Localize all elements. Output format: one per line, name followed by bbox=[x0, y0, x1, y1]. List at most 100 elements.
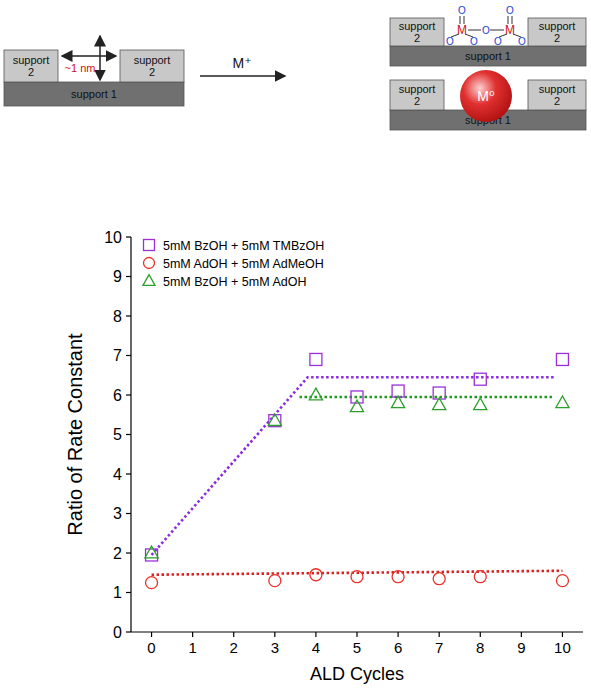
bond bbox=[468, 30, 481, 31]
y-tick bbox=[126, 394, 131, 395]
x-tick bbox=[274, 632, 275, 637]
circle-marker bbox=[144, 258, 155, 269]
x-tick-label: 7 bbox=[435, 639, 443, 656]
y-tick-label: 4 bbox=[113, 466, 122, 483]
circle-marker bbox=[474, 571, 486, 583]
y-tick bbox=[126, 434, 131, 435]
x-tick bbox=[315, 632, 316, 637]
label-line: support bbox=[539, 83, 576, 95]
square-marker bbox=[144, 240, 155, 251]
square-marker bbox=[146, 549, 158, 561]
y-tick-label: 2 bbox=[113, 545, 122, 562]
oxygen-label: O bbox=[446, 36, 454, 47]
x-tick-label: 8 bbox=[476, 639, 484, 656]
x-tick bbox=[397, 632, 398, 637]
height-arrow bbox=[99, 36, 101, 80]
square-marker bbox=[269, 415, 281, 427]
x-tick-label: 1 bbox=[188, 639, 196, 656]
x-tick bbox=[480, 632, 481, 637]
trend-line bbox=[299, 396, 554, 399]
x-tick bbox=[192, 632, 193, 637]
x-tick-label: 10 bbox=[554, 639, 571, 656]
triangle-marker bbox=[268, 414, 281, 426]
plot-area bbox=[145, 353, 569, 588]
trend-line bbox=[152, 571, 563, 575]
x-tick bbox=[356, 632, 357, 637]
oxygen-label: O bbox=[518, 36, 526, 47]
oxygen-label: O bbox=[470, 36, 478, 47]
x-tick-label: 2 bbox=[230, 639, 238, 656]
support-1 bbox=[4, 82, 184, 106]
x-tick bbox=[521, 632, 522, 637]
triangle-marker bbox=[433, 398, 446, 410]
square-marker bbox=[556, 353, 568, 365]
support-2 bbox=[390, 18, 444, 46]
circle-marker bbox=[433, 573, 445, 585]
metal-particle bbox=[460, 70, 512, 122]
y-tick-label: 10 bbox=[104, 229, 122, 246]
support-2-label: support2 bbox=[399, 20, 436, 44]
x-tick bbox=[151, 632, 152, 637]
x-tick-label: 9 bbox=[517, 639, 525, 656]
y-tick bbox=[126, 631, 131, 632]
x-tick bbox=[233, 632, 234, 637]
label-line: 2 bbox=[28, 66, 34, 78]
y-tick-label: 7 bbox=[113, 347, 122, 364]
page: support 1support2support2~1 nmM⁺support … bbox=[0, 0, 591, 690]
support-2 bbox=[120, 50, 184, 82]
support-2-label: support2 bbox=[13, 54, 50, 78]
y-tick bbox=[126, 592, 131, 593]
support-2 bbox=[528, 18, 586, 46]
gap-arrow bbox=[62, 55, 116, 57]
support-1-label: support 1 bbox=[71, 88, 117, 100]
label-line: support bbox=[539, 20, 576, 32]
oxygen-label: O bbox=[494, 36, 502, 47]
legend-label: 5mM BzOH + 5mM TMBzOH bbox=[163, 239, 324, 253]
triangle-marker bbox=[145, 546, 158, 558]
label-line: support bbox=[399, 83, 436, 95]
reaction-arrow bbox=[200, 75, 285, 77]
y-tick-label: 9 bbox=[113, 268, 122, 285]
support-2-label: support2 bbox=[134, 54, 171, 78]
circle-marker bbox=[392, 571, 404, 583]
x-tick-label: 3 bbox=[271, 639, 279, 656]
circle-marker bbox=[310, 569, 322, 581]
label-line: 2 bbox=[149, 66, 155, 78]
y-axis-title: Ratio of Rate Constant bbox=[64, 333, 86, 536]
y-tick-label: 8 bbox=[113, 308, 122, 325]
support-2 bbox=[390, 80, 444, 110]
x-tick-label: 0 bbox=[147, 639, 155, 656]
y-tick bbox=[126, 276, 131, 277]
metal-label: M bbox=[457, 23, 467, 37]
label-line: support bbox=[399, 20, 436, 32]
square-marker bbox=[310, 353, 322, 365]
diagram: support 1support2support2~1 nmM⁺support … bbox=[4, 5, 586, 130]
x-axis-title: ALD Cycles bbox=[310, 664, 404, 684]
trend-line bbox=[152, 377, 555, 555]
support-2-label: support2 bbox=[399, 83, 436, 107]
label-line: 2 bbox=[414, 95, 420, 107]
gap-label: ~1 nm bbox=[65, 62, 96, 74]
y-tick bbox=[126, 552, 131, 553]
circle-marker bbox=[269, 575, 281, 587]
oxygen-label: O bbox=[506, 5, 514, 16]
label-line: support bbox=[13, 54, 50, 66]
chart: 012345678910012345678910ALD CyclesRatio … bbox=[64, 229, 583, 685]
x-tick bbox=[562, 632, 563, 637]
y-tick bbox=[126, 236, 131, 237]
circle-marker bbox=[146, 577, 158, 589]
oxygen-label: O bbox=[482, 25, 490, 36]
triangle-marker bbox=[391, 396, 404, 408]
support-2-label: support2 bbox=[539, 83, 576, 107]
support-2 bbox=[528, 80, 586, 110]
label-line: support bbox=[134, 54, 171, 66]
legend-label: 5mM BzOH + 5mM AdOH bbox=[163, 275, 306, 289]
particle-label: M⁰ bbox=[477, 88, 495, 104]
support-1-label: support 1 bbox=[465, 50, 511, 62]
circle-marker bbox=[556, 575, 568, 587]
triangle-marker bbox=[143, 275, 155, 286]
support-2-label: support2 bbox=[539, 20, 576, 44]
x-tick-label: 4 bbox=[312, 639, 320, 656]
bond bbox=[490, 30, 504, 31]
triangle-marker bbox=[474, 398, 487, 410]
